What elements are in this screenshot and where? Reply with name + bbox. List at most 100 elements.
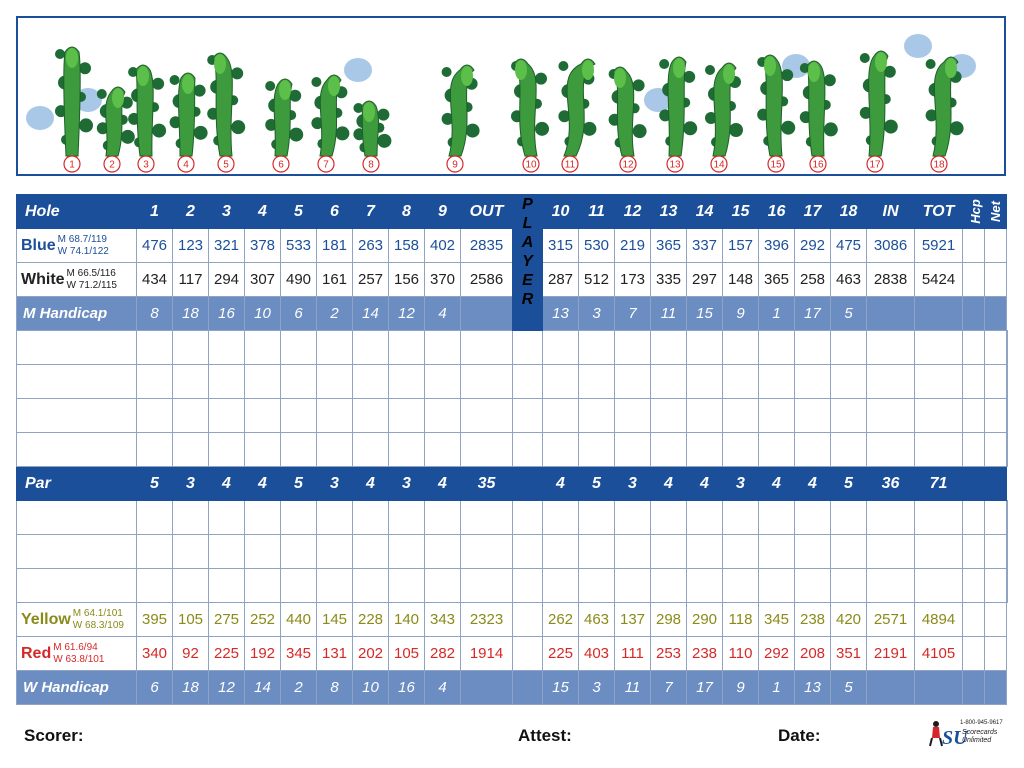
- score-entry-cell[interactable]: [352, 432, 389, 467]
- score-entry-cell[interactable]: [316, 364, 353, 399]
- net-cell[interactable]: [984, 636, 1007, 671]
- score-entry-cell[interactable]: [512, 330, 543, 365]
- score-entry-cell[interactable]: [830, 364, 867, 399]
- score-entry-cell[interactable]: [244, 330, 281, 365]
- player-name-cell[interactable]: [16, 432, 137, 467]
- score-entry-cell[interactable]: [578, 398, 615, 433]
- score-entry-cell[interactable]: [352, 568, 389, 603]
- score-entry-cell[interactable]: [352, 500, 389, 535]
- score-entry-cell[interactable]: [1006, 500, 1008, 535]
- score-entry-cell[interactable]: [136, 534, 173, 569]
- score-entry-cell[interactable]: [914, 330, 963, 365]
- score-entry-cell[interactable]: [208, 432, 245, 467]
- score-entry-cell[interactable]: [962, 534, 985, 569]
- score-entry-cell[interactable]: [758, 500, 795, 535]
- score-entry-cell[interactable]: [686, 432, 723, 467]
- score-entry-cell[interactable]: [578, 568, 615, 603]
- score-entry-cell[interactable]: [424, 432, 461, 467]
- score-entry-cell[interactable]: [424, 398, 461, 433]
- score-entry-cell[interactable]: [830, 500, 867, 535]
- score-entry-cell[interactable]: [614, 534, 651, 569]
- score-entry-cell[interactable]: [984, 364, 1007, 399]
- score-entry-cell[interactable]: [280, 398, 317, 433]
- player-cell[interactable]: [512, 636, 543, 671]
- score-entry-cell[interactable]: [794, 364, 831, 399]
- score-entry-cell[interactable]: [172, 330, 209, 365]
- score-entry-cell[interactable]: [794, 398, 831, 433]
- score-entry-cell[interactable]: [244, 568, 281, 603]
- player-name-cell[interactable]: [16, 364, 137, 399]
- net-cell[interactable]: [984, 228, 1007, 263]
- score-entry-cell[interactable]: [722, 330, 759, 365]
- score-entry-cell[interactable]: [460, 330, 513, 365]
- score-entry-cell[interactable]: [722, 364, 759, 399]
- player-cell[interactable]: [512, 602, 543, 637]
- score-entry-cell[interactable]: [244, 398, 281, 433]
- score-entry-cell[interactable]: [914, 568, 963, 603]
- hcp-cell[interactable]: [962, 636, 985, 671]
- score-entry-cell[interactable]: [962, 500, 985, 535]
- score-entry-cell[interactable]: [244, 500, 281, 535]
- score-entry-cell[interactable]: [794, 568, 831, 603]
- score-entry-cell[interactable]: [984, 534, 1007, 569]
- score-entry-cell[interactable]: [424, 364, 461, 399]
- score-entry-cell[interactable]: [686, 568, 723, 603]
- score-entry-cell[interactable]: [614, 364, 651, 399]
- score-entry-cell[interactable]: [542, 568, 579, 603]
- score-entry-cell[interactable]: [460, 500, 513, 535]
- score-entry-cell[interactable]: [758, 568, 795, 603]
- score-entry-cell[interactable]: [244, 432, 281, 467]
- score-entry-cell[interactable]: [1006, 568, 1008, 603]
- score-entry-cell[interactable]: [244, 364, 281, 399]
- player-name-cell[interactable]: [16, 534, 137, 569]
- score-entry-cell[interactable]: [914, 500, 963, 535]
- score-entry-cell[interactable]: [208, 398, 245, 433]
- score-entry-cell[interactable]: [512, 364, 543, 399]
- score-entry-cell[interactable]: [388, 330, 425, 365]
- score-entry-cell[interactable]: [914, 398, 963, 433]
- score-entry-cell[interactable]: [1006, 432, 1008, 467]
- score-entry-cell[interactable]: [984, 398, 1007, 433]
- score-entry-cell[interactable]: [650, 432, 687, 467]
- score-entry-cell[interactable]: [962, 330, 985, 365]
- score-entry-cell[interactable]: [388, 432, 425, 467]
- score-entry-cell[interactable]: [388, 568, 425, 603]
- score-entry-cell[interactable]: [136, 432, 173, 467]
- score-entry-cell[interactable]: [866, 432, 915, 467]
- score-entry-cell[interactable]: [316, 534, 353, 569]
- score-entry-cell[interactable]: [280, 500, 317, 535]
- score-entry-cell[interactable]: [424, 330, 461, 365]
- score-entry-cell[interactable]: [136, 398, 173, 433]
- score-entry-cell[interactable]: [460, 364, 513, 399]
- score-entry-cell[interactable]: [722, 568, 759, 603]
- score-entry-cell[interactable]: [984, 432, 1007, 467]
- score-entry-cell[interactable]: [1006, 364, 1008, 399]
- score-entry-cell[interactable]: [352, 364, 389, 399]
- score-entry-cell[interactable]: [512, 500, 543, 535]
- score-entry-cell[interactable]: [136, 364, 173, 399]
- score-entry-cell[interactable]: [866, 568, 915, 603]
- score-entry-cell[interactable]: [424, 500, 461, 535]
- score-entry-cell[interactable]: [136, 500, 173, 535]
- score-entry-cell[interactable]: [758, 364, 795, 399]
- score-entry-cell[interactable]: [686, 330, 723, 365]
- score-entry-cell[interactable]: [208, 534, 245, 569]
- score-entry-cell[interactable]: [316, 432, 353, 467]
- score-entry-cell[interactable]: [512, 398, 543, 433]
- score-entry-cell[interactable]: [460, 432, 513, 467]
- score-entry-cell[interactable]: [686, 500, 723, 535]
- player-name-cell[interactable]: [16, 398, 137, 433]
- score-entry-cell[interactable]: [758, 432, 795, 467]
- score-entry-cell[interactable]: [722, 398, 759, 433]
- score-entry-cell[interactable]: [914, 534, 963, 569]
- score-entry-cell[interactable]: [172, 500, 209, 535]
- score-entry-cell[interactable]: [650, 568, 687, 603]
- score-entry-cell[interactable]: [686, 534, 723, 569]
- score-entry-cell[interactable]: [542, 330, 579, 365]
- score-entry-cell[interactable]: [316, 568, 353, 603]
- score-entry-cell[interactable]: [614, 500, 651, 535]
- score-entry-cell[interactable]: [208, 568, 245, 603]
- score-entry-cell[interactable]: [830, 568, 867, 603]
- score-entry-cell[interactable]: [722, 534, 759, 569]
- score-entry-cell[interactable]: [614, 330, 651, 365]
